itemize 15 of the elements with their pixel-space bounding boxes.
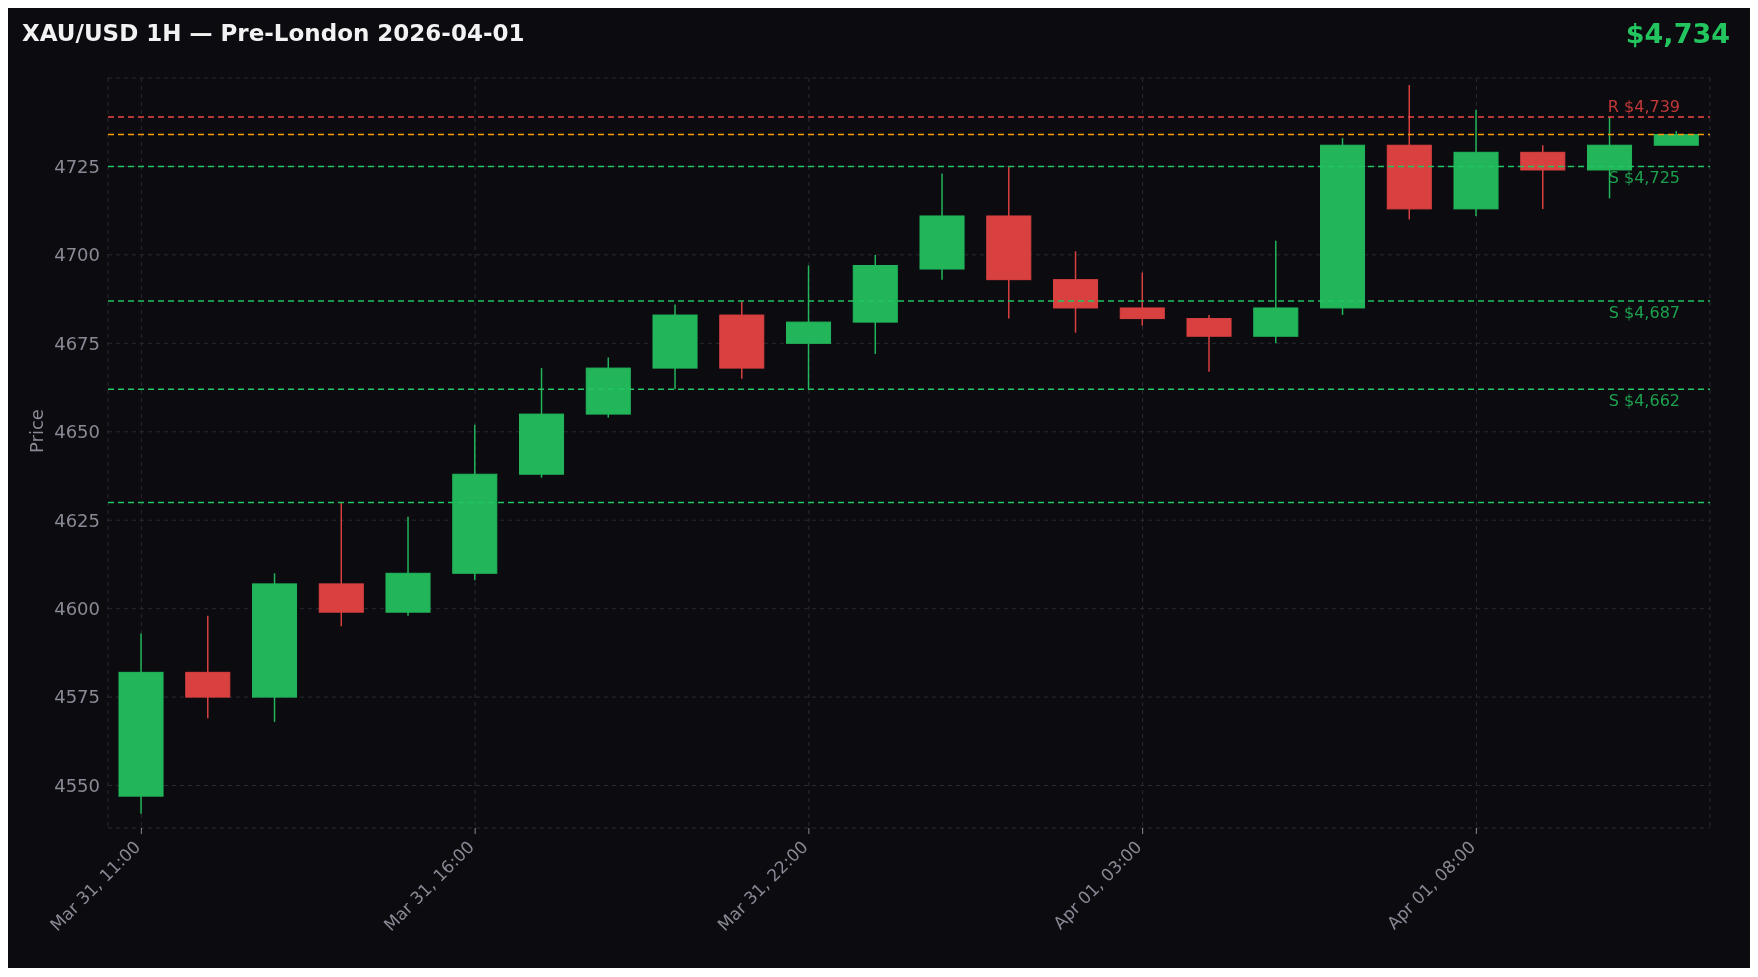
y-tick-label: 4575	[54, 686, 100, 708]
y-tick-label: 4600	[54, 598, 100, 620]
chart-title: XAU/USD 1H — Pre-London 2026-04-01	[22, 20, 525, 46]
y-tick-label: 4625	[54, 509, 100, 531]
y-tick-label: 4700	[54, 244, 100, 266]
y-tick-label: 4725	[54, 155, 100, 177]
ref-line-label: S $4,687	[1608, 302, 1680, 322]
ref-line-label: S $4,662	[1608, 391, 1680, 411]
y-axis-title: Price	[26, 409, 48, 453]
y-tick-label: 4550	[54, 774, 100, 796]
ref-line-label: S $4,725	[1608, 168, 1680, 188]
ref-line-label: R $4,739	[1607, 96, 1680, 116]
text: $4,734	[1625, 17, 1730, 49]
y-tick-label: 4650	[54, 421, 100, 443]
y-tick-label: 4675	[54, 332, 100, 354]
